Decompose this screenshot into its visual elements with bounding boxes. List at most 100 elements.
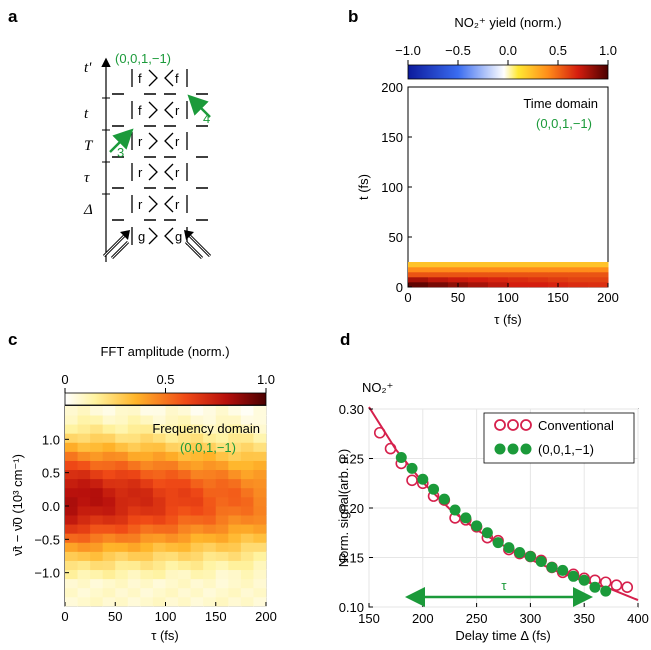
plot-b-ytick: 100 [381, 180, 403, 195]
heatmap-c-cell [240, 469, 254, 480]
heatmap-c-cell [115, 451, 129, 461]
heatmap-c-cell [102, 533, 116, 543]
heatmap-c-cell [165, 460, 179, 471]
heatmap-c-cell [190, 478, 204, 489]
heatmap-b-cell [488, 267, 509, 273]
heatmap-c-cell [240, 578, 254, 589]
heatmap-c-cell [140, 506, 154, 516]
heatmap-c-cell [178, 551, 192, 561]
heatmap-c-cell [203, 451, 217, 461]
heatmap-c-cell [215, 478, 229, 489]
heatmap-c-cell [190, 551, 204, 561]
heatmap-c-cell [140, 424, 154, 434]
plot-d-ylabel: Norm. signal(arb. u.) [336, 449, 351, 567]
plot-d-xtick: 150 [358, 611, 380, 626]
row-left-state: f [138, 71, 142, 86]
heatmap-c-cell [165, 560, 179, 571]
plot-c-ytick: −0.5 [34, 532, 60, 547]
heatmap-c-cell [203, 524, 217, 534]
heatmap-c-cell [140, 469, 154, 480]
colorbar-c-tick: 0 [61, 372, 68, 387]
heatmap-c-cell [228, 596, 242, 607]
heatmap-c-cell [190, 424, 204, 434]
heatmap-c-cell [240, 487, 254, 498]
legend-label-0011: (0,0,1,−1) [538, 442, 594, 457]
heatmap-c-cell [215, 533, 229, 543]
heatmap-c-cell [165, 524, 179, 534]
heatmap-c-cell [115, 406, 129, 416]
heatmap-c-cell [140, 551, 154, 561]
heatmap-c-cell [253, 515, 267, 525]
heatmap-b-cell [548, 272, 569, 278]
heatmap-c-cell [190, 515, 204, 525]
heatmap-c-cell [140, 533, 154, 543]
plot-b-xtick: 150 [547, 290, 569, 305]
heatmap-c-cell [165, 478, 179, 489]
heatmap-b-cell [428, 282, 449, 288]
heatmap-c-cell [140, 415, 154, 425]
heatmap-c-cell [228, 424, 242, 434]
heatmap-c-cell [90, 524, 104, 534]
plot-d-xtick: 300 [520, 611, 542, 626]
heatmap-c-cell [90, 578, 104, 589]
row-left-state: r [138, 134, 143, 149]
point-conventional [373, 426, 386, 439]
arrow-label-4: 4 [203, 111, 210, 126]
heatmap-c-cell [178, 569, 192, 580]
heatmap-c-cell [65, 551, 78, 561]
heatmap-c-cell [77, 487, 91, 498]
heatmap-c-cell [215, 415, 229, 425]
heatmap-b-cell [468, 272, 489, 278]
heatmap-c-cell [240, 442, 254, 452]
heatmap-c-cell [240, 542, 254, 552]
arrow-label-3: 3 [117, 145, 124, 160]
plot-d-xtick: 350 [573, 611, 595, 626]
heatmap-b-cell [408, 267, 429, 273]
point-0011 [535, 555, 547, 567]
interval-label: Δ [83, 202, 93, 218]
heatmap-c-cell [178, 524, 192, 534]
heatmap-c-cell [152, 460, 166, 471]
heatmap-c-cell [190, 524, 204, 534]
heatmap-b-cell [588, 267, 609, 273]
colorbar-b-title: NO₂⁺ yield (norm.) [454, 15, 561, 30]
heatmap-b-cell [508, 267, 529, 273]
heatmap-c-cell [165, 415, 179, 425]
heatmap-b-cell [408, 262, 429, 268]
heatmap-b-cell [468, 262, 489, 268]
heatmap-c-cell [65, 415, 78, 425]
heatmap-c-cell [127, 569, 141, 580]
heatmap-c-cell [253, 415, 267, 425]
heatmap-c-cell [215, 515, 229, 525]
point-0011 [514, 547, 526, 559]
heatmap-c-cell [253, 587, 267, 598]
heatmap-c-cell [115, 433, 129, 443]
plot-b-xlabel: τ (fs) [494, 312, 522, 327]
row-right-state: r [175, 165, 180, 180]
heatmap-c-cell [152, 587, 166, 598]
point-conventional [621, 581, 634, 594]
heatmap-c-cell [140, 560, 154, 571]
heatmap-c-cell [127, 451, 141, 461]
heatmap-c-cell [65, 442, 78, 452]
plot-c-ytick: −1.0 [34, 566, 60, 581]
legend-marker-0011 [494, 443, 532, 455]
plot-b-xtick: 0 [404, 290, 411, 305]
plot-d-ytick: 0.30 [339, 402, 364, 417]
heatmap-c-cell [140, 596, 154, 607]
heatmap-c-cell [178, 506, 192, 516]
heatmap-c-cell [152, 533, 166, 543]
interval-label: τ [84, 170, 90, 186]
point-0011 [600, 585, 612, 597]
heatmap-b-cell [568, 282, 589, 288]
heatmap-c-cell [127, 560, 141, 571]
heatmap-c-cell [90, 506, 104, 516]
heatmap-b-cell [588, 262, 609, 268]
heatmap-c-cell [90, 406, 104, 416]
heatmap-b-cell [488, 282, 509, 288]
plot-b-annotation: (0,0,1,−1) [536, 116, 592, 131]
heatmap-c-cell [178, 533, 192, 543]
heatmap-c-cell [253, 496, 267, 507]
heatmap-c-cell [240, 569, 254, 580]
